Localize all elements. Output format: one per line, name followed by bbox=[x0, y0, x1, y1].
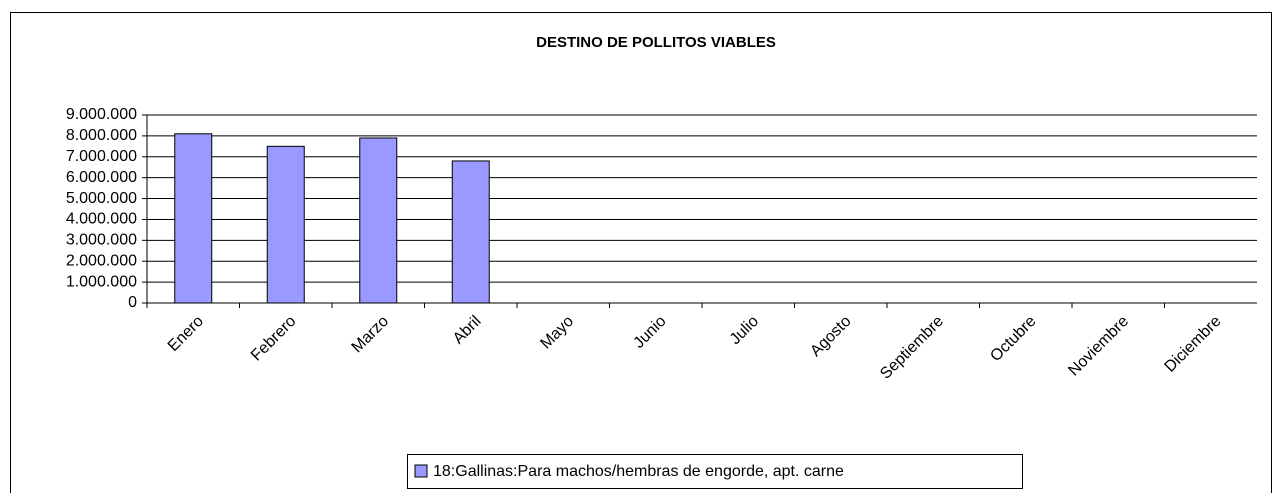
chart-title: DESTINO DE POLLITOS VIABLES bbox=[536, 34, 776, 51]
bar bbox=[174, 133, 213, 304]
legend-box bbox=[407, 454, 1023, 489]
y-tick-label: 1.000.000 bbox=[66, 273, 137, 290]
y-tick-label: 7.000.000 bbox=[66, 148, 137, 165]
bar bbox=[451, 160, 490, 304]
y-tick-label: 9.000.000 bbox=[66, 106, 137, 123]
y-tick-label: 5.000.000 bbox=[66, 190, 137, 207]
legend-swatch bbox=[414, 464, 428, 478]
legend-label: 18:Gallinas:Para machos/hembras de engor… bbox=[433, 463, 844, 480]
bar bbox=[266, 145, 305, 304]
y-tick-label: 3.000.000 bbox=[66, 232, 137, 249]
y-tick-label: 6.000.000 bbox=[66, 169, 137, 186]
chart-border bbox=[10, 12, 1272, 493]
bar bbox=[359, 137, 398, 304]
y-tick-label: 2.000.000 bbox=[66, 252, 137, 269]
y-tick-label: 8.000.000 bbox=[66, 127, 137, 144]
y-tick-label: 0 bbox=[128, 294, 137, 311]
y-tick-label: 4.000.000 bbox=[66, 211, 137, 228]
